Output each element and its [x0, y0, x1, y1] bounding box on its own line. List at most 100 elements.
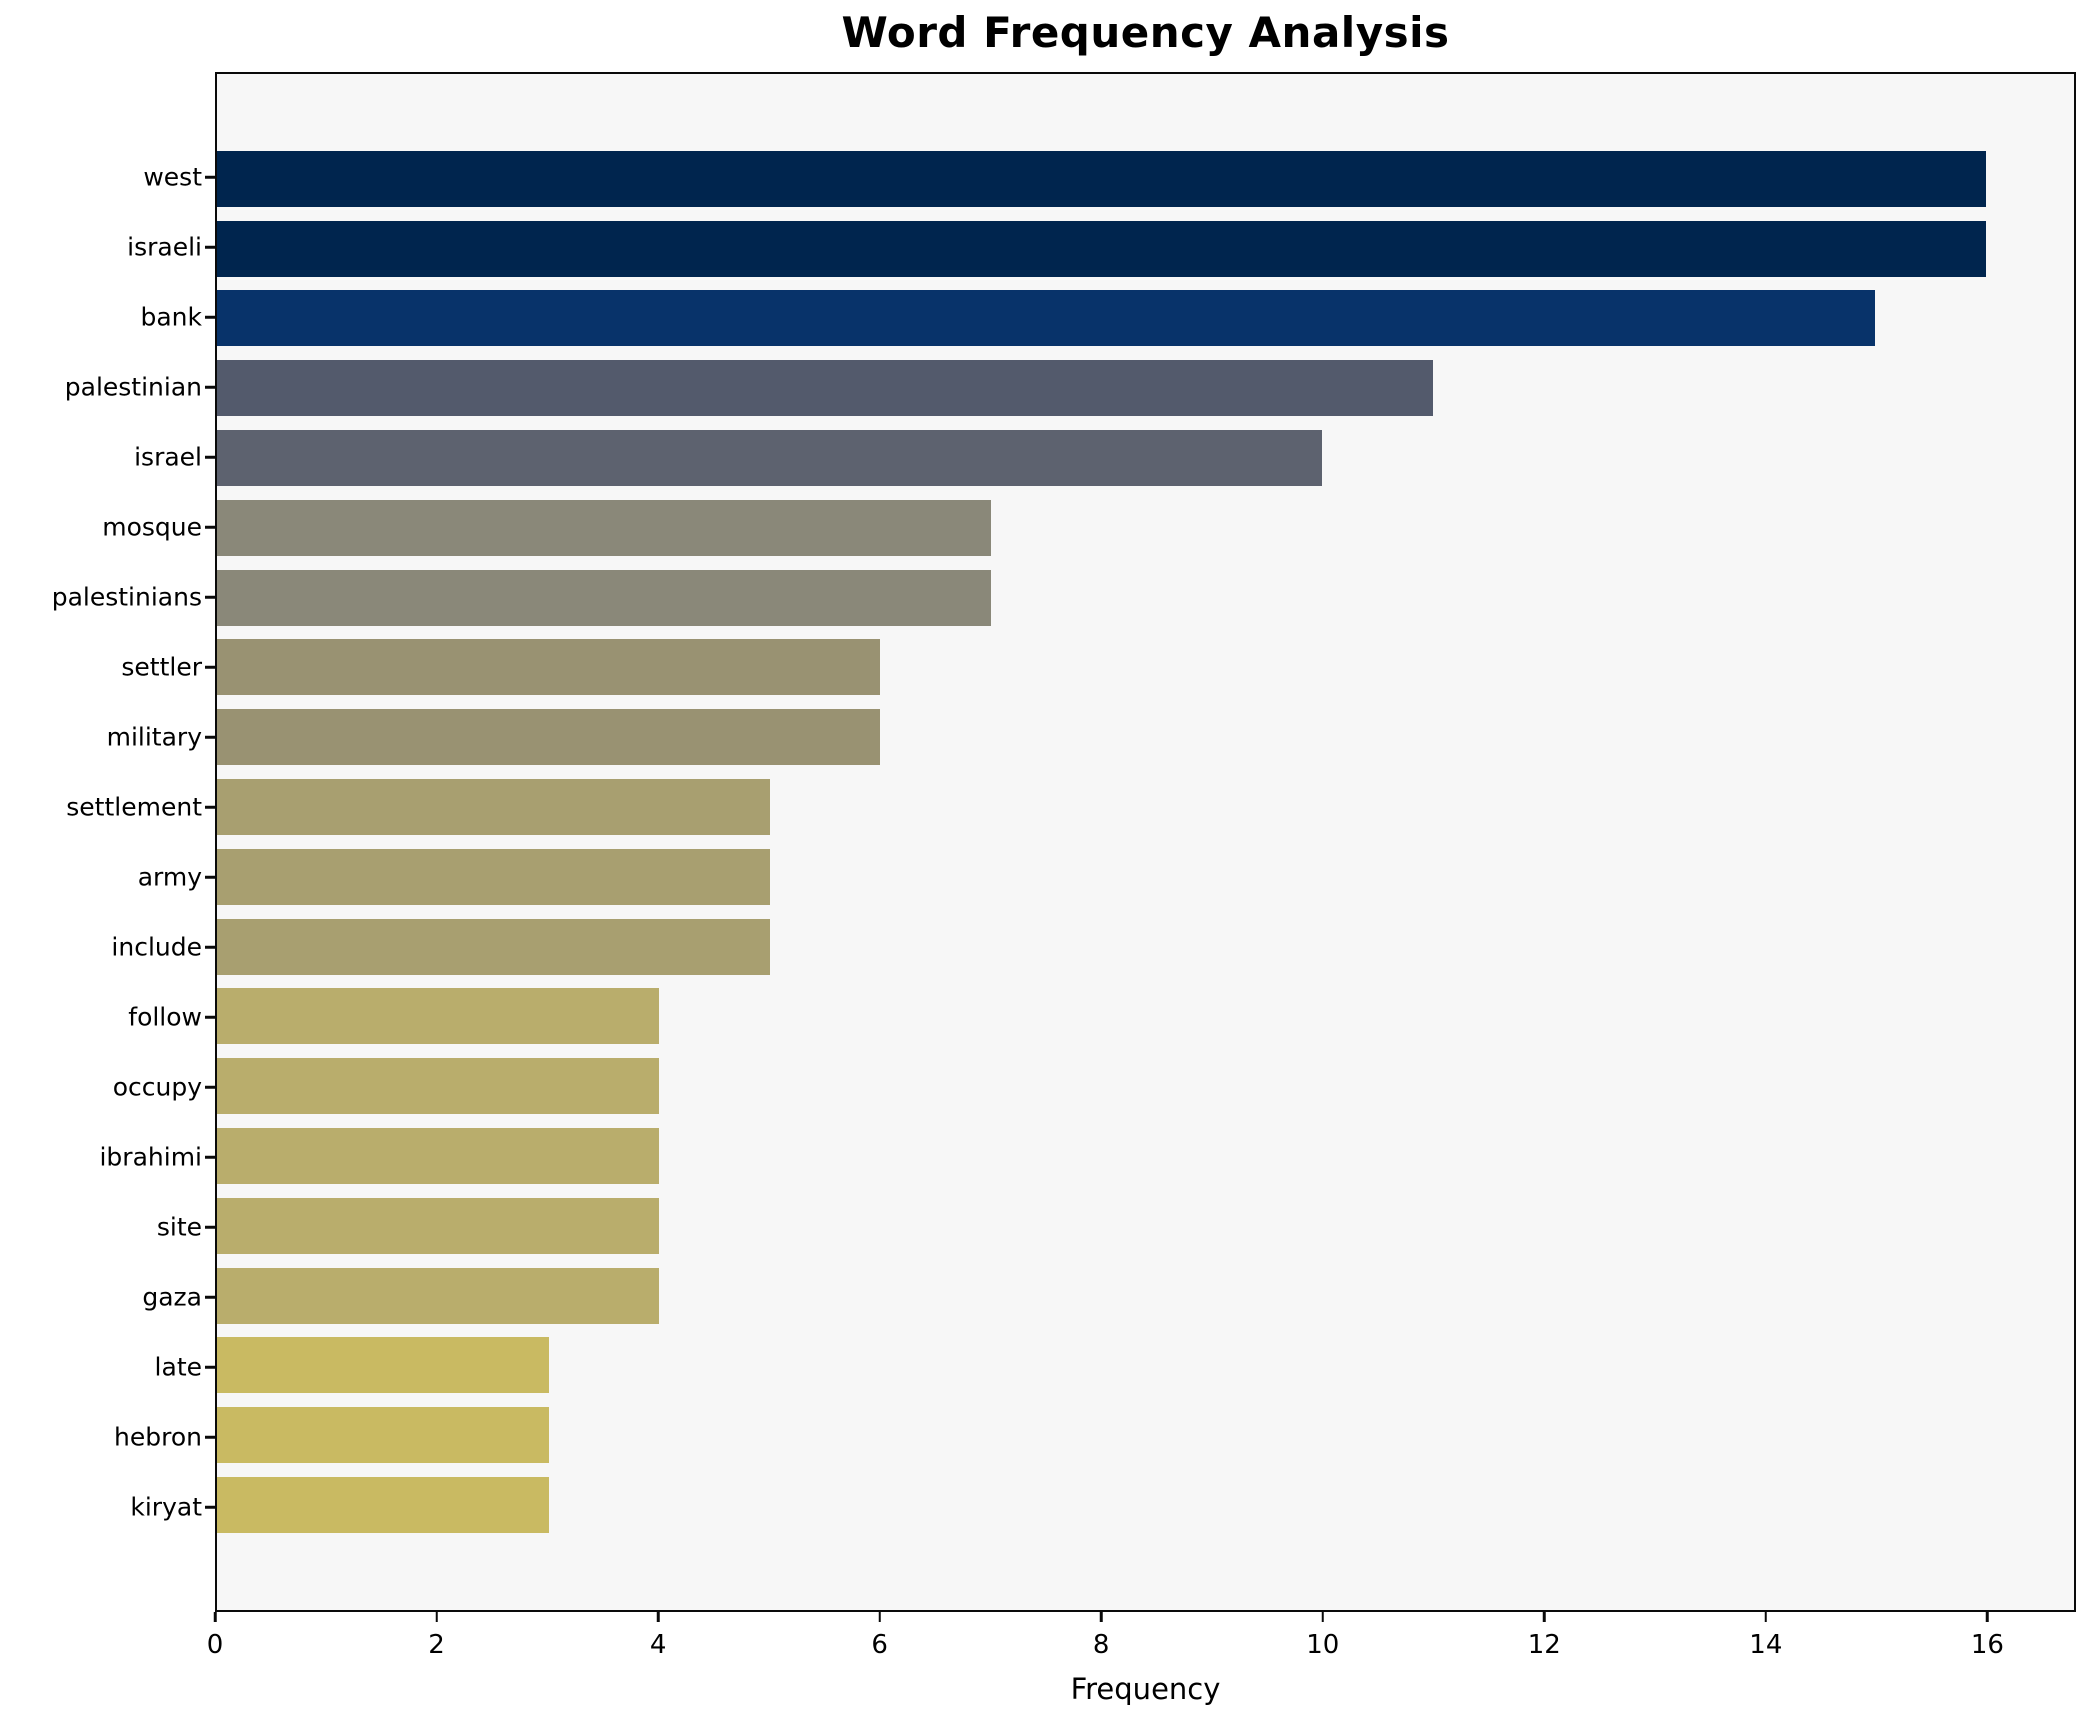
bar-row [217, 772, 2074, 842]
x-tick-mark [1099, 1612, 1103, 1622]
y-tick-mark [205, 385, 215, 389]
category-label: israeli [127, 232, 202, 262]
bar-row [217, 1121, 2074, 1191]
bar [217, 499, 991, 556]
bar [217, 639, 881, 696]
x-axis-label: Frequency [1070, 1672, 1221, 1706]
y-tick-mark [205, 1225, 215, 1229]
bar [217, 918, 770, 975]
bar-row [217, 1261, 2074, 1331]
y-tick-mark [205, 805, 215, 809]
y-tick-mark [205, 1085, 215, 1089]
y-tick-mark [205, 945, 215, 949]
x-tick-mark [1764, 1612, 1768, 1622]
bar [217, 430, 1323, 487]
category-label: west [143, 162, 202, 192]
category-label: include [111, 932, 202, 962]
bar [217, 1477, 549, 1534]
bar-row [217, 493, 2074, 563]
category-label: kiryat [130, 1492, 202, 1522]
bar-row [217, 633, 2074, 703]
x-tick-mark [213, 1612, 217, 1622]
x-tick-label: 16 [1970, 1630, 2004, 1660]
bar-row [217, 842, 2074, 912]
x-tick-label: 14 [1749, 1630, 1783, 1660]
y-tick-mark [205, 175, 215, 179]
bar-row [217, 214, 2074, 284]
bar-row [217, 353, 2074, 423]
bar-row [217, 1191, 2074, 1261]
bar [217, 1128, 660, 1185]
bar-row [217, 1331, 2074, 1401]
bar-row [217, 284, 2074, 354]
y-tick-mark [205, 245, 215, 249]
y-tick-mark [205, 1295, 215, 1299]
x-tick-label: 4 [649, 1630, 667, 1660]
category-label: mosque [102, 512, 202, 542]
category-label: occupy [112, 1072, 202, 1102]
x-tick-label: 8 [1092, 1630, 1110, 1660]
bar-row [217, 1400, 2074, 1470]
bar [217, 1407, 549, 1464]
category-label: bank [140, 302, 202, 332]
bar [217, 1267, 660, 1324]
x-tick-label: 0 [206, 1630, 224, 1660]
category-label: israel [134, 442, 202, 472]
x-tick-mark [1543, 1612, 1546, 1622]
y-tick-mark [205, 1365, 215, 1369]
bar-row [217, 1051, 2074, 1121]
x-tick-label: 10 [1306, 1630, 1340, 1660]
y-tick-mark [205, 315, 215, 319]
category-label: follow [128, 1002, 202, 1032]
category-label: gaza [142, 1282, 202, 1312]
category-label: settlement [66, 792, 202, 822]
bar [217, 1058, 660, 1115]
category-label: site [156, 1212, 202, 1242]
bar-row [217, 702, 2074, 772]
plot-area [215, 72, 2076, 1612]
x-tick-label: 12 [1527, 1630, 1561, 1660]
bar [217, 988, 660, 1045]
y-tick-mark [205, 455, 215, 459]
bar-row [217, 563, 2074, 633]
y-tick-mark [205, 875, 215, 879]
bar [217, 709, 881, 766]
x-tick-mark [435, 1612, 438, 1622]
bar-row [217, 912, 2074, 982]
category-label: late [154, 1352, 202, 1382]
bar [217, 569, 991, 626]
x-tick-mark [1321, 1612, 1324, 1622]
category-label: army [137, 862, 202, 892]
y-tick-mark [205, 1155, 215, 1159]
category-label: military [106, 722, 202, 752]
bar-row [217, 423, 2074, 493]
y-tick-mark [205, 1015, 215, 1019]
y-tick-mark [205, 595, 215, 599]
category-label: hebron [114, 1422, 202, 1452]
bar [217, 360, 1433, 417]
bar [217, 220, 1986, 277]
category-label: settler [121, 652, 202, 682]
category-label: ibrahimi [99, 1142, 202, 1172]
bar [217, 779, 770, 836]
x-tick-label: 6 [871, 1630, 888, 1660]
bar-row [217, 144, 2074, 214]
bar [217, 1337, 549, 1394]
x-tick-mark [878, 1612, 881, 1622]
y-tick-mark [205, 525, 215, 529]
bar-row [217, 1470, 2074, 1540]
y-tick-mark [205, 665, 215, 669]
category-label: palestinian [64, 372, 202, 402]
y-tick-mark [205, 1505, 215, 1509]
bar [217, 1197, 660, 1254]
category-label: palestinians [51, 582, 202, 612]
bars-container [217, 144, 2074, 1540]
y-tick-mark [205, 1435, 215, 1439]
bar [217, 290, 1876, 347]
x-tick-mark [1986, 1612, 1989, 1622]
x-tick-label: 2 [428, 1630, 445, 1660]
bar-row [217, 982, 2074, 1052]
y-tick-mark [205, 735, 215, 739]
bar [217, 150, 1986, 207]
